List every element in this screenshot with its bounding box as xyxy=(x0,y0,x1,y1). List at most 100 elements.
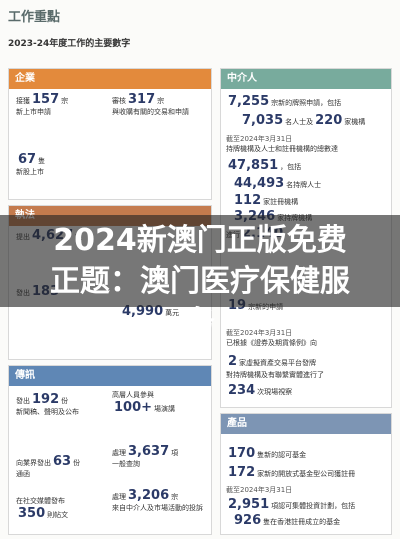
stat-text: ，包括 xyxy=(280,163,302,171)
stat-number: 44,493 xyxy=(234,176,285,191)
stat-label: 一般查詢 xyxy=(112,460,140,468)
stat-label: 對持牌機構及有聯繫實體進行了 xyxy=(226,371,324,379)
stat-text: 家新的開放式基金型公司獲註冊 xyxy=(257,470,356,478)
stat-number: 172 xyxy=(228,465,256,480)
note: 截至2024年3月31日 xyxy=(226,329,293,337)
panel-header: 中介人 xyxy=(221,69,391,89)
stat-text: 份 xyxy=(73,459,81,467)
stat-text: 項 xyxy=(171,449,179,457)
banner-text: 2024新澳门正版免费正题：澳门医疗保健服务 xyxy=(50,223,350,340)
stat-row: 112 家註冊機構 xyxy=(232,193,392,208)
panel: 產品 xyxy=(220,413,392,535)
stat-number: 4,990 xyxy=(122,304,164,319)
stat-row: 向業界發出 63 份 xyxy=(16,454,106,469)
stat-text: 審核 xyxy=(112,97,126,105)
stat-number: 157 xyxy=(32,92,60,107)
panel-header: 企業 xyxy=(9,69,211,89)
stat-row: 47,851 ，包括 xyxy=(226,158,386,173)
stat-item: 926 隻在香港註冊成立的基金 xyxy=(232,513,392,528)
stat-number: 7,255 xyxy=(228,94,270,109)
stat-text: 處理 xyxy=(112,493,126,501)
stat-number: 2 xyxy=(228,354,238,369)
stat-label: 已根據《證券及期貨條例》向 xyxy=(226,339,317,347)
stat-text: 隻 xyxy=(38,157,46,165)
stat-row: 接獲 157 宗 xyxy=(16,92,106,107)
stat-text: 家虛擬資產交易平台發牌 xyxy=(239,359,317,367)
stat-text: 接獲 xyxy=(16,97,30,105)
stat-number: 2,951 xyxy=(228,497,270,512)
stat-number: 926 xyxy=(234,513,262,528)
stat-row: 234 次現場視察 xyxy=(226,383,386,398)
stat-row: 926 隻在香港註冊成立的基金 xyxy=(232,513,392,528)
stat-item: 對持牌機構及有聯繫實體進行了 xyxy=(226,370,386,380)
stat-row: 7,255 宗新的牌照申請，包括 xyxy=(226,94,386,109)
panel: 傳訊 xyxy=(8,365,212,535)
stat-text: 份 xyxy=(61,397,69,405)
stat-item: 7,035 名人士及 220 家機構 xyxy=(240,113,400,128)
stat-text: 場演講 xyxy=(154,405,176,413)
stat-item: 112 家註冊機構 xyxy=(232,193,392,208)
stat-row: 170 隻新的認可基金 xyxy=(226,446,386,461)
stat-item: 67 隻新股上市 xyxy=(16,152,106,177)
stat-item: 向業界發出 63 份通函 xyxy=(16,454,106,479)
stat-item: 44,493 名持牌人士 xyxy=(232,176,392,191)
stat-row: 在社交媒體發布350 則帖文 xyxy=(16,496,96,521)
stat-item: 審核 317 宗與收購有關的交易和申請 xyxy=(112,92,204,117)
stat-number: 234 xyxy=(228,383,256,398)
stat-text: 萬元 xyxy=(165,309,180,317)
stat-text: 宗 xyxy=(61,97,69,105)
stat-number: 7,035 xyxy=(242,113,284,128)
stat-text: 宗新的牌照申請，包括 xyxy=(271,99,342,107)
stat-item: 截至2024年3月31日持牌機構及人士和註冊機構的總數達 xyxy=(226,134,386,154)
stat-row: 2,951 項認可集體投資計劃，包括 xyxy=(226,497,386,512)
stat-row: 4,990 萬元 xyxy=(120,304,208,319)
stat-item: 接獲 157 宗新上市申請 xyxy=(16,92,106,117)
stat-item: 截至2024年3月31日 xyxy=(226,485,386,495)
title: 工作重點 xyxy=(8,10,61,25)
stat-row: 67 隻 xyxy=(16,152,106,167)
stat-number: 192 xyxy=(32,392,60,407)
stat-label: 來自中介人及市場活動的投訴 xyxy=(112,504,203,512)
stat-text: 發出 xyxy=(16,397,30,405)
stat-item: 處理 3,206 宗來自中介人及市場活動的投訴 xyxy=(112,488,207,513)
stat-number: 350 xyxy=(18,506,46,521)
stat-number: 47,851 xyxy=(228,158,279,173)
stat-item: 發出 192 份新聞稿、聲明及公布 xyxy=(16,392,101,417)
stat-item: 處理 3,637 項一般查詢 xyxy=(112,444,207,469)
stat-text: 則帖文 xyxy=(47,511,69,519)
stat-row: 發出 192 份 xyxy=(16,392,101,407)
stat-text: 家註冊機構 xyxy=(263,198,299,206)
stat-label: 持牌機構及人士和註冊機構的總數達 xyxy=(226,145,338,153)
subtitle: 2023-24年度工作的主要數字 xyxy=(8,39,131,49)
banner: 2024新澳门正版免费正题：澳门医疗保健服务 xyxy=(0,215,400,340)
stat-text: 宗 xyxy=(157,97,165,105)
stat-number: 3,637 xyxy=(128,444,170,459)
stat-text: 高層人員參與 xyxy=(112,391,154,399)
stat-row: 處理 3,637 項 xyxy=(112,444,207,459)
stat-text: 宗新的申請 xyxy=(248,303,284,311)
stat-number: 170 xyxy=(228,446,256,461)
stat-number: 63 xyxy=(53,454,72,469)
stat-number: 67 xyxy=(18,152,37,167)
stat-text: 處理 xyxy=(112,449,126,457)
stat-item: 47,851 ，包括 xyxy=(226,158,386,173)
panel-header: 傳訊 xyxy=(9,366,211,386)
stat-text: 在社交媒體發布 xyxy=(16,497,65,505)
panel-header: 產品 xyxy=(221,414,391,434)
note: 截至2024年3月31日 xyxy=(226,135,293,143)
stat-item: 170 隻新的認可基金 xyxy=(226,446,386,461)
stat-text: 名人士及 xyxy=(285,118,314,126)
stat-row: 2 家虛擬資產交易平台發牌 xyxy=(226,354,386,369)
stat-text: 家機構 xyxy=(344,118,366,126)
stat-item: 2,951 項認可集體投資計劃，包括 xyxy=(226,497,386,512)
stat-item: 高層人員參與100+ 場演講 xyxy=(112,390,207,415)
stat-item: 在社交媒體發布350 則帖文 xyxy=(16,496,96,521)
stat-row: 高層人員參與100+ 場演講 xyxy=(112,390,207,415)
panel: 企業 xyxy=(8,68,212,200)
stat-row: 7,035 名人士及 220 家機構 xyxy=(240,113,400,128)
stat-label: 新聞稿、聲明及公布 xyxy=(16,408,79,416)
stat-text: 隻在香港註冊成立的基金 xyxy=(263,518,341,526)
stat-item: 截至2024年3月31日已根據《證券及期貨條例》向 xyxy=(226,328,386,348)
stat-text: 名持牌人士 xyxy=(286,181,322,189)
stat-label: 與收購有關的交易和申請 xyxy=(112,108,189,116)
